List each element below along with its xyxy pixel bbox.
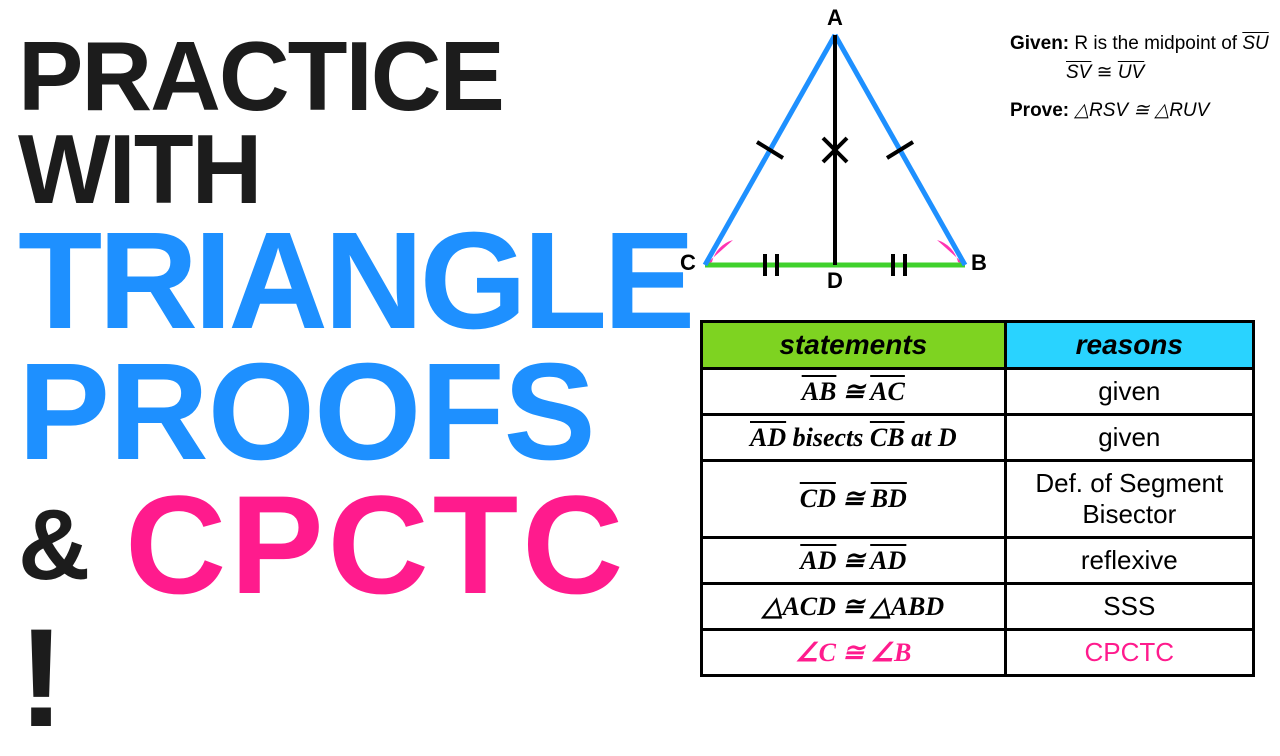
table-row: CD ≅ BDDef. of Segment Bisector (702, 461, 1254, 538)
proof-table: statements reasons AB ≅ ACgivenAD bisect… (700, 320, 1255, 677)
table-row: AD bisects CB at Dgiven (702, 415, 1254, 461)
table-row: AD ≅ ADreflexive (702, 538, 1254, 584)
vertex-b: B (971, 250, 987, 276)
given-cong: ≅ (1091, 62, 1117, 83)
statement-cell: △ACD ≅ △ABD (702, 584, 1006, 630)
reason-cell: given (1005, 415, 1253, 461)
prove-text: △RSV ≅ △RUV (1074, 100, 1209, 121)
reason-cell: SSS (1005, 584, 1253, 630)
title-line-3: PROOFS (18, 347, 658, 478)
given-text-1a: R is the midpoint of (1074, 33, 1242, 54)
table-row: ∠C ≅ ∠BCPCTC (702, 630, 1254, 676)
exclamation: ! (18, 599, 63, 756)
title-block: PRACTICE WITH TRIANGLE PROOFS & CPCTC ! (18, 30, 658, 744)
statement-cell: AB ≅ AC (702, 369, 1006, 415)
triangle-svg (675, 10, 995, 290)
tick-ab (887, 142, 913, 158)
given-line-2: SV ≅ UV (1010, 59, 1269, 88)
proof-table-body: AB ≅ ACgivenAD bisects CB at DgivenCD ≅ … (702, 369, 1254, 676)
table-row: AB ≅ ACgiven (702, 369, 1254, 415)
given-label: Given: (1010, 33, 1069, 54)
reason-cell: CPCTC (1005, 630, 1253, 676)
statement-cell: ∠C ≅ ∠B (702, 630, 1006, 676)
given-seg-uv: UV (1118, 62, 1144, 83)
vertex-d: D (827, 268, 843, 294)
title-line-1: PRACTICE WITH (18, 30, 658, 216)
title-line-2: TRIANGLE (18, 216, 658, 347)
title-line-4: & CPCTC ! (18, 478, 658, 744)
triangle-diagram: A C B D (675, 10, 995, 290)
vertex-a: A (827, 5, 843, 31)
header-statements: statements (702, 322, 1006, 369)
reason-cell: Def. of Segment Bisector (1005, 461, 1253, 538)
vertex-c: C (680, 250, 696, 276)
reason-cell: given (1005, 369, 1253, 415)
cpctc-text: CPCTC (125, 466, 627, 623)
prove-line: Prove: △RSV ≅ △RUV (1010, 97, 1269, 126)
header-reasons: reasons (1005, 322, 1253, 369)
statement-cell: AD ≅ AD (702, 538, 1006, 584)
given-seg-sv: SV (1066, 62, 1091, 83)
table-row: △ACD ≅ △ABDSSS (702, 584, 1254, 630)
statement-cell: CD ≅ BD (702, 461, 1006, 538)
tick-ac (757, 142, 783, 158)
ampersand: & (18, 489, 88, 601)
reason-cell: reflexive (1005, 538, 1253, 584)
given-line-1: Given: R is the midpoint of SU (1010, 30, 1269, 59)
given-prove-block: Given: R is the midpoint of SU SV ≅ UV P… (1010, 30, 1269, 126)
statement-cell: AD bisects CB at D (702, 415, 1006, 461)
prove-label: Prove: (1010, 100, 1069, 121)
table-header-row: statements reasons (702, 322, 1254, 369)
given-seg-su: SU (1242, 33, 1268, 54)
